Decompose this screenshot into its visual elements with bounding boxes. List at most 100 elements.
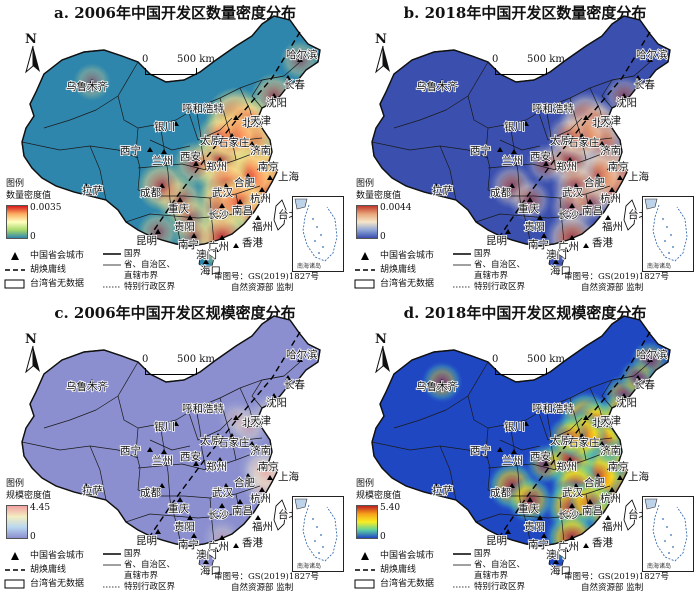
capital-marker-icon <box>505 229 511 234</box>
capital-marker-icon <box>511 149 517 154</box>
city-label-shanghai: 上海 <box>278 470 299 483</box>
north-arrow: N <box>22 32 44 74</box>
province-border <box>159 123 171 201</box>
capital-marker-icon <box>617 475 623 480</box>
panel-title: c. 2006年中国开发区规模密度分布 <box>54 304 296 322</box>
capital-marker-icon <box>215 133 221 138</box>
city-label-nanchang: 南昌 <box>582 504 603 517</box>
province-border <box>239 387 255 427</box>
hu-huanyong-line <box>149 331 301 537</box>
south-china-sea-inset: 南海诸岛 <box>292 196 344 272</box>
city-label-hangzhou: 杭州 <box>600 192 621 205</box>
city-label-harbin: 哈尔滨 <box>636 48 668 61</box>
city-label-beijing: 北京 <box>592 416 613 429</box>
city-label-changchun: 长春 <box>284 79 305 91</box>
capital-marker-icon <box>509 483 515 488</box>
province-border <box>209 197 215 243</box>
province-border <box>169 199 181 241</box>
capital-marker-icon <box>187 215 193 220</box>
capital-marker-icon <box>233 115 239 120</box>
capital-marker-icon <box>177 497 183 502</box>
city-label-kunming: 昆明 <box>136 235 157 247</box>
map-supervisor: 自然资源部 监制 <box>231 283 294 293</box>
capital-marker-icon <box>617 175 623 180</box>
capital-marker-icon <box>543 161 549 166</box>
scale-zero: 0 <box>492 54 499 65</box>
province-border <box>251 361 301 409</box>
city-label-xian: 西安 <box>530 150 551 163</box>
city-label-haikou: 海口 <box>550 264 571 277</box>
ramp-max-label: 4.45 <box>30 503 51 513</box>
city-label-shijiazhuang: 石家庄 <box>218 136 250 149</box>
capital-marker-icon <box>527 197 533 202</box>
city-label-macau: 澳门 <box>546 248 567 261</box>
color-ramp <box>6 505 28 539</box>
capital-marker-icon <box>605 215 611 220</box>
capital-marker-icon <box>173 421 179 426</box>
province-border <box>169 499 181 541</box>
city-label-zhengzhou: 郑州 <box>206 460 227 473</box>
capital-marker-icon <box>205 107 211 112</box>
capital-marker-icon <box>595 473 601 478</box>
scale-bar-line <box>145 68 197 75</box>
capital-marker-icon <box>439 79 445 84</box>
capital-marker-icon <box>245 173 251 178</box>
thin-line-icon <box>102 560 122 571</box>
city-label-macau: 澳门 <box>546 548 567 561</box>
color-ramp <box>356 505 378 539</box>
province-border <box>439 445 457 501</box>
city-label-taiyuan: 太原 <box>200 134 221 147</box>
city-label-chongqing: 重庆 <box>168 502 189 515</box>
capital-marker-icon <box>569 203 575 208</box>
legend-subtitle: 数量密度值 <box>6 191 52 201</box>
scale-bar: 0 500 km <box>492 354 565 376</box>
capital-marker-icon <box>563 247 569 252</box>
map-review-number: 审图号：GS(2019)1827号 <box>564 572 670 582</box>
legend-title: 图例 <box>356 479 375 489</box>
province-border <box>537 409 583 441</box>
scale-distance: 500 km <box>527 354 565 365</box>
capital-marker-icon <box>569 235 575 240</box>
ramp-min-label: 0 <box>380 532 386 542</box>
province-border <box>589 87 605 127</box>
scale-bar: 0 500 km <box>142 54 215 76</box>
scale-bar: 0 500 km <box>492 54 565 76</box>
province-border <box>487 149 613 171</box>
thin-line-icon <box>102 260 122 271</box>
city-label-harbin: 哈尔滨 <box>286 348 318 361</box>
map-supervisor: 自然资源部 监制 <box>581 283 644 293</box>
city-label-xining: 西宁 <box>470 444 491 457</box>
city-label-shenyang: 沈阳 <box>616 396 637 409</box>
north-arrow-icon <box>25 345 40 374</box>
capital-marker-icon <box>173 121 179 126</box>
capital-triangle-icon <box>354 250 376 262</box>
capital-marker-icon <box>245 473 251 478</box>
capital-marker-icon <box>229 133 235 138</box>
city-label-lhasa: 拉萨 <box>82 184 103 197</box>
capital-marker-icon <box>595 423 601 428</box>
city-label-guangzhou: 广州 <box>558 541 579 553</box>
south-china-sea-inset: 南海诸岛 <box>642 496 694 572</box>
scale-bar-line <box>145 368 197 375</box>
city-label-hongkong: 香港 <box>592 537 613 549</box>
city-label-yinchuan: 银川 <box>504 120 525 133</box>
capital-marker-icon <box>215 433 221 438</box>
capital-marker-icon <box>259 487 265 492</box>
province-border <box>135 127 141 191</box>
capital-marker-icon <box>553 559 559 564</box>
province-border <box>487 449 613 471</box>
city-label-changchun: 长春 <box>284 379 305 391</box>
capital-marker-icon <box>439 379 445 384</box>
ramp-min-label: 0 <box>30 532 36 542</box>
province-border <box>137 185 261 199</box>
capital-marker-icon <box>497 447 503 452</box>
city-label-yinchuan: 银川 <box>154 120 175 133</box>
capital-marker-icon <box>579 433 585 438</box>
capital-marker-icon <box>285 75 291 80</box>
city-label-hefei: 合肥 <box>584 476 605 489</box>
city-label-huhhot: 呼和浩特 <box>182 403 224 415</box>
province-border <box>559 197 565 243</box>
capital-marker-icon <box>573 183 579 188</box>
ramp-min-label: 0 <box>380 232 386 242</box>
